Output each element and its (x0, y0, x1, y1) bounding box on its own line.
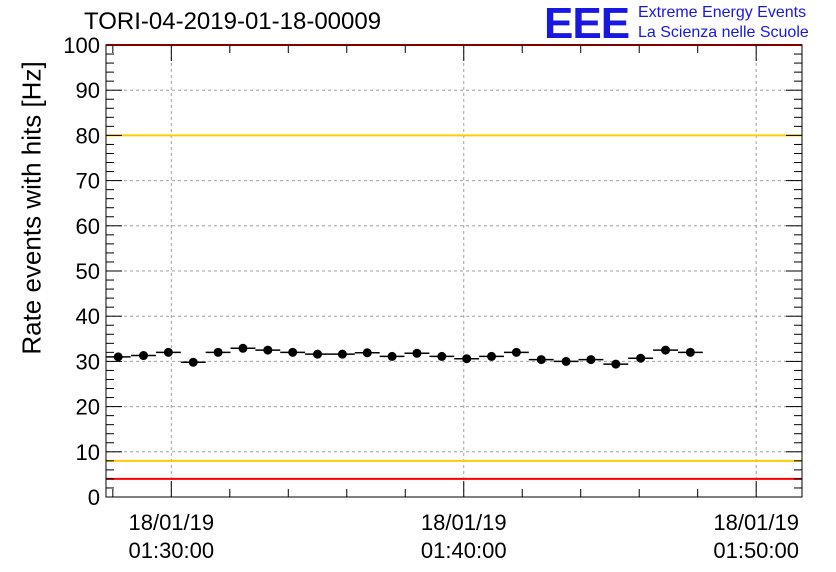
y-tick-label: 20 (76, 395, 100, 420)
y-tick-label: 30 (76, 349, 100, 374)
data-point (685, 347, 695, 357)
data-point (586, 355, 596, 365)
data-point (288, 347, 298, 357)
y-tick-label: 80 (76, 123, 100, 148)
data-point (536, 355, 546, 365)
data-point (313, 349, 323, 359)
data-point (462, 354, 472, 364)
y-tick-label: 70 (76, 169, 100, 194)
data-point (238, 343, 248, 353)
x-tick-time-label: 01:50:00 (713, 538, 799, 563)
y-tick-label: 40 (76, 304, 100, 329)
logo-line-2: La Scienza nelle Scuole (638, 24, 809, 41)
logo-line-1: Extreme Energy Events (638, 4, 807, 21)
y-tick-label: 10 (76, 440, 100, 465)
y-tick-label: 60 (76, 214, 100, 239)
data-point (163, 347, 173, 357)
data-point (213, 347, 223, 357)
data-point (139, 351, 149, 361)
data-point (561, 356, 571, 366)
data-point (337, 349, 347, 359)
x-tick-time-label: 01:30:00 (128, 538, 214, 563)
data-point (636, 353, 646, 363)
data-point (487, 351, 497, 361)
data-point (387, 351, 397, 361)
chart-title: TORI-04-2019-01-18-00009 (84, 8, 382, 35)
x-tick-date-label: 18/01/19 (421, 510, 507, 535)
eee-logo-letters: EEE (544, 0, 630, 48)
data-point (113, 352, 123, 362)
y-tick-label: 100 (63, 33, 100, 58)
data-point (263, 345, 273, 355)
y-tick-label: 50 (76, 259, 100, 284)
x-tick-time-label: 01:40:00 (421, 538, 507, 563)
data-point (188, 357, 198, 367)
data-point (437, 351, 447, 361)
x-tick-date-label: 18/01/19 (128, 510, 214, 535)
data-point (362, 348, 372, 358)
x-tick-date-label: 18/01/19 (713, 510, 799, 535)
data-point (661, 345, 671, 355)
data-point (611, 359, 621, 369)
data-point (412, 348, 422, 358)
data-point (511, 347, 521, 357)
y-tick-label: 0 (88, 485, 100, 510)
y-tick-label: 90 (76, 78, 100, 103)
